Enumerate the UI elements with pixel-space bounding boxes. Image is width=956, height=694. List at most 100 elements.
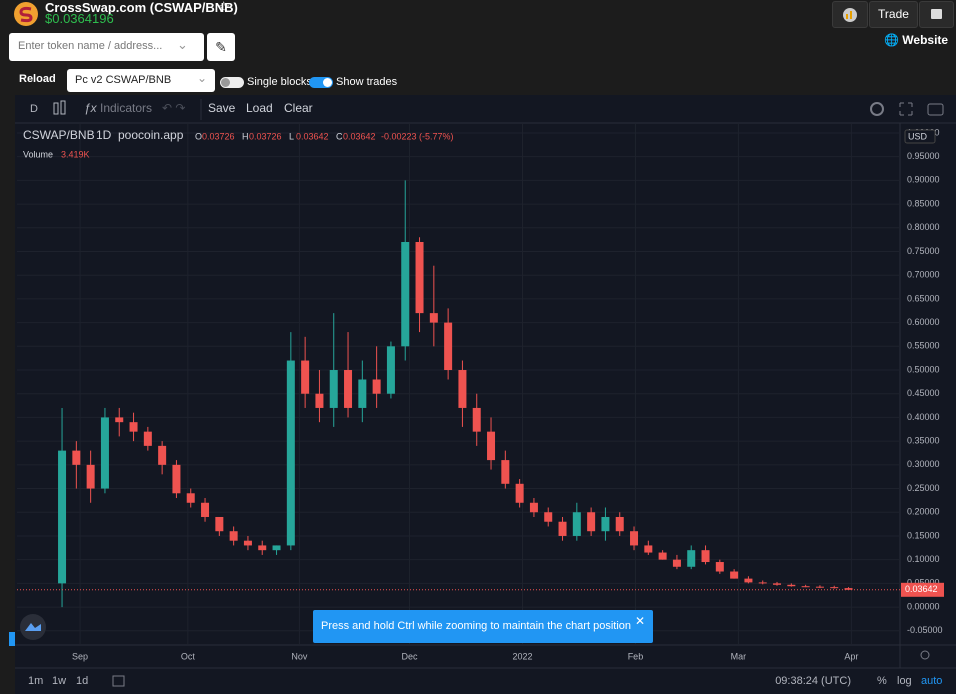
load-button[interactable]: Load — [246, 101, 273, 115]
pair-select-text: Pc v2 CSWAP/BNB — [75, 74, 172, 86]
pair-select[interactable]: Pc v2 CSWAP/BNB ⌄ — [67, 69, 215, 92]
y-tick-label: 0.10000 — [907, 554, 940, 564]
y-tick-label: -0.05000 — [907, 625, 943, 635]
percent-toggle[interactable]: % — [877, 675, 887, 687]
candle-body — [615, 516, 624, 532]
y-tick-label: 0.00000 — [907, 601, 940, 611]
auto-toggle[interactable]: auto — [921, 675, 942, 687]
candle-body — [301, 360, 310, 394]
candle-body — [658, 552, 667, 560]
clear-button[interactable]: Clear — [284, 101, 313, 115]
indicators-button[interactable]: Indicators — [100, 101, 152, 115]
y-tick-label: 0.90000 — [907, 175, 940, 185]
axis-settings-icon[interactable] — [920, 650, 930, 660]
theme-button[interactable] — [832, 1, 868, 28]
favorite-star[interactable]: ☆ — [217, 0, 231, 16]
undo-redo[interactable]: ↶ ↷ — [162, 101, 185, 115]
last-price-label: 0.03642 — [905, 584, 938, 594]
save-button[interactable]: Save — [208, 101, 236, 115]
toggle-knob — [323, 78, 332, 87]
y-tick-label: 0.15000 — [907, 530, 940, 540]
y-tick-label: 0.40000 — [907, 412, 940, 422]
toggle-knob — [221, 78, 230, 87]
candle-body — [830, 587, 839, 589]
candle-body — [501, 460, 510, 484]
snapshot-icon[interactable] — [927, 103, 944, 116]
y-tick-label: 0.65000 — [907, 293, 940, 303]
candle-body — [472, 407, 481, 432]
show-trades-toggle[interactable] — [309, 77, 333, 88]
candle-body — [215, 516, 224, 532]
toast-text: Press and hold Ctrl while zooming to mai… — [321, 620, 631, 632]
clock: 09:38:24 (UTC) — [775, 675, 851, 687]
currency-box[interactable] — [904, 129, 936, 144]
candle-type-icon[interactable] — [53, 100, 66, 115]
y-tick-label: 0.80000 — [907, 222, 940, 232]
x-tick-label: Mar — [731, 651, 747, 661]
candle-body — [787, 584, 796, 587]
logo-badge-icon — [25, 623, 41, 631]
candle-body — [258, 545, 267, 551]
side-handle[interactable] — [9, 632, 15, 646]
token-price: $0.0364196 — [45, 11, 114, 26]
candle-body — [229, 531, 238, 541]
volume-label: Volume — [23, 149, 53, 159]
range-button[interactable]: 1m — [28, 675, 43, 687]
y-tick-label: 0.20000 — [907, 507, 940, 517]
candle-body — [601, 516, 610, 532]
candle-body — [644, 545, 653, 553]
x-tick-label: Oct — [181, 651, 196, 661]
x-tick-label: Feb — [628, 651, 644, 661]
candle-body — [272, 545, 281, 551]
candle-body — [587, 512, 596, 532]
fullscreen-icon[interactable] — [899, 102, 913, 116]
ohlc-value: 0.03642 — [343, 131, 376, 141]
candle-body — [115, 417, 124, 423]
y-tick-label: 0.35000 — [907, 436, 940, 446]
range-button[interactable]: 1d — [76, 675, 88, 687]
y-tick-label: 0.85000 — [907, 198, 940, 208]
candle-body — [315, 393, 324, 408]
candle-body — [544, 512, 553, 522]
edit-button[interactable]: ✎ — [207, 33, 235, 61]
ohlc-key: C — [336, 131, 343, 141]
search-box[interactable]: Enter token name / address... ⌄ — [9, 33, 204, 61]
range-button[interactable]: 1w — [52, 675, 66, 687]
candle-body — [458, 370, 467, 408]
candle-body — [672, 559, 681, 567]
candle-body — [129, 422, 138, 432]
theme-icon — [843, 8, 857, 22]
candle-body — [143, 431, 152, 446]
ohlc-key: H — [242, 131, 249, 141]
search-caret: ⌄ — [177, 37, 188, 52]
trade-button[interactable]: Trade — [869, 1, 918, 28]
candle-body — [100, 417, 109, 489]
y-tick-label: 0.30000 — [907, 459, 940, 469]
ohlc-key: O — [195, 131, 202, 141]
wallet-button[interactable] — [919, 1, 954, 28]
candle-body — [72, 450, 81, 465]
candle-body — [515, 483, 524, 503]
candle-body — [558, 521, 567, 536]
interval-button[interactable]: D — [30, 103, 38, 115]
x-tick-label: Apr — [844, 651, 858, 661]
settings-icon[interactable] — [870, 102, 884, 116]
candle-body — [358, 379, 367, 408]
candle-body — [701, 550, 710, 563]
axis-labels: -0.05000 0.00000 0.05000 0.10000 0.15000 0.20… — [72, 127, 944, 661]
legend-interval: 1D — [96, 128, 112, 142]
website-link[interactable]: 🌐 Website — [884, 33, 949, 47]
ohlc-change: -0.00223 (-5.77%) — [381, 131, 454, 141]
candle-body — [773, 583, 782, 585]
y-tick-label: 0.05000 — [907, 578, 940, 588]
single-blocks-toggle[interactable] — [220, 77, 244, 88]
log-toggle[interactable]: log — [897, 675, 912, 687]
reload-button[interactable]: Reload — [19, 73, 56, 85]
pair-caret: ⌄ — [197, 71, 208, 85]
date-range-icon[interactable] — [112, 675, 125, 687]
candle-body — [529, 502, 538, 513]
range-buttons: 1m 1w 1d — [28, 675, 88, 687]
toast-close[interactable]: ✕ — [635, 614, 645, 628]
candle-body — [801, 586, 810, 588]
